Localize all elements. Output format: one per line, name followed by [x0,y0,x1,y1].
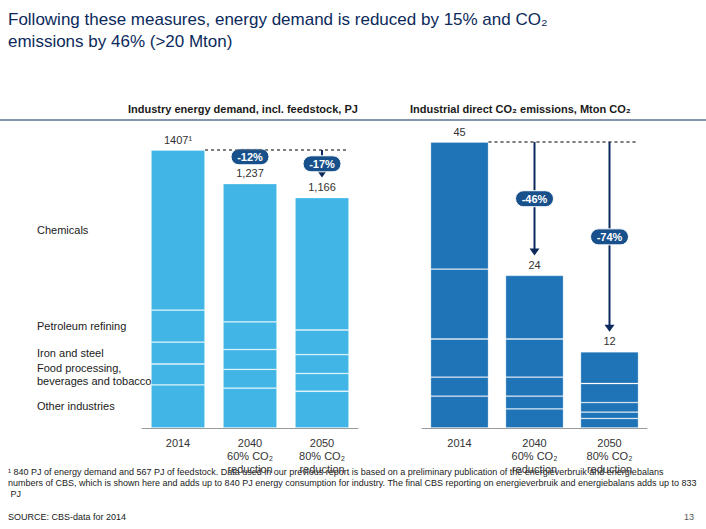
svg-text:2050: 2050 [310,437,334,449]
svg-text:-17%: -17% [309,158,335,170]
svg-text:Industrial direct CO₂ emission: Industrial direct CO₂ emissions, Mton CO… [410,103,631,115]
svg-text:24: 24 [528,259,540,271]
svg-text:reduction: reduction [587,463,632,475]
svg-text:reduction: reduction [299,463,344,475]
svg-text:2014: 2014 [447,437,471,449]
svg-text:-74%: -74% [597,231,623,243]
svg-text:Industry energy demand, incl.: Industry energy demand, incl. feedstock,… [128,103,358,115]
svg-text:1,166: 1,166 [308,181,336,193]
svg-text:numbers of CBS, which is shown: numbers of CBS, which is shown here and … [8,478,697,488]
svg-text:Iron and steel: Iron and steel [37,347,104,359]
svg-text:-46%: -46% [522,193,548,205]
svg-text:2050: 2050 [597,437,621,449]
svg-text:60% CO₂: 60% CO₂ [512,450,558,462]
svg-text:SOURCE: CBS-data for 2014: SOURCE: CBS-data for 2014 [8,512,126,522]
svg-text:1,237: 1,237 [236,167,264,179]
svg-text:Chemicals: Chemicals [37,224,89,236]
svg-text:1407¹: 1407¹ [164,134,192,146]
svg-text:Food processing,: Food processing, [37,362,121,374]
svg-text:2040: 2040 [522,437,546,449]
svg-text:80% CO₂: 80% CO₂ [299,450,345,462]
svg-text:beverages and tobacco: beverages and tobacco [37,375,151,387]
svg-text:emissions by 46% (>20 Mton): emissions by 46% (>20 Mton) [8,32,232,51]
svg-text:Following these measures, ener: Following these measures, energy demand … [8,10,552,29]
svg-text:45: 45 [453,126,465,138]
svg-text:Petroleum refining: Petroleum refining [37,320,126,332]
svg-text:¹ 840 PJ of energy demand and: ¹ 840 PJ of energy demand and 567 PJ of … [8,466,666,477]
svg-text:PJ: PJ [8,489,21,499]
svg-text:60% CO₂: 60% CO₂ [227,450,273,462]
svg-text:reduction: reduction [512,463,557,475]
svg-text:12: 12 [603,335,615,347]
svg-text:80% CO₂: 80% CO₂ [587,450,633,462]
svg-text:2014: 2014 [166,437,190,449]
svg-text:reduction: reduction [227,463,272,475]
svg-text:-12%: -12% [237,151,263,163]
svg-text:2040: 2040 [238,437,262,449]
svg-text:Other industries: Other industries [37,400,115,412]
svg-text:13: 13 [684,512,694,522]
